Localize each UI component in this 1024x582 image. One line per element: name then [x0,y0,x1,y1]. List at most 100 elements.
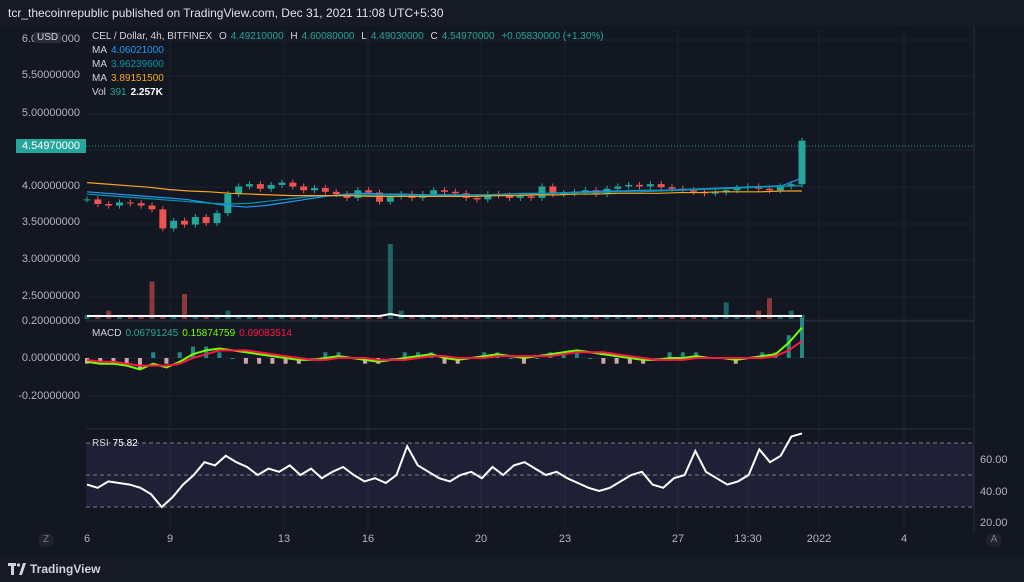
candle-body [126,202,134,204]
candle-body [137,203,145,206]
candle-body [376,192,383,202]
volume-bar [788,310,794,319]
macd-line [86,326,803,371]
zoom-button[interactable]: Z [38,533,54,547]
macd-histogram-bar [257,358,262,364]
candle-body [766,188,773,191]
macd-label: MACD [92,328,122,339]
publish-header: tcr_thecoinrepublic published on Trading… [0,0,1024,26]
auto-scale-button[interactable]: A [986,533,1002,547]
candle-body [386,196,394,202]
candle-body [527,196,535,198]
macd-histogram-bar [574,352,579,358]
price-tick-0-2: 0.20000000 [21,315,80,327]
vol-label: Vol [92,87,106,98]
candle-body [776,186,784,191]
footer-bar: TradingView [0,557,1024,582]
candle-body [311,187,318,191]
candle-body [191,216,199,225]
macd-histogram-bar [177,352,182,358]
vol-value-2: 2.257K [130,87,163,98]
volume-ma-line [87,312,802,317]
rsi-value: 75.82 [112,438,138,449]
ma1-label: MA [92,45,107,56]
macd-histogram-bar [786,335,791,358]
ma3-legend: MA 3.89151500 [92,72,168,86]
candle-body [581,190,589,192]
candle-body [636,184,643,187]
candle-body [430,190,438,195]
macd-histogram-bar [521,358,526,364]
price-tick-3: 3.00000000 [21,253,80,265]
x-tick-2022: 2022 [806,533,832,545]
ma2-label: MA [92,59,107,70]
candle-body [300,186,308,191]
candle-body [657,184,665,188]
currency-badge[interactable]: USD [34,32,62,43]
volume-bar [225,310,231,319]
x-tick-6: 6 [83,533,91,545]
x-tick-23: 23 [558,533,572,545]
candle-body [441,190,448,192]
candle-body [798,140,806,185]
candle-body [560,193,568,195]
price-tick-4: 4.00000000 [21,180,80,192]
macd-histogram-bar [283,358,288,364]
macd-histogram-bar [190,346,195,358]
x-tick-16: 16 [361,533,375,545]
candle-body [83,199,91,201]
macd-tick-neg-0-2: -0.20000000 [18,390,80,402]
close-label: C [430,31,438,42]
candle-body [614,186,622,189]
candle-body [473,197,481,200]
last-price-tag: 4.54970000 [16,139,86,153]
ma3-value: 3.89151500 [111,73,164,84]
price-tick-2-5: 2.50000000 [21,290,80,302]
candle-body [787,184,795,187]
high-value: 4.60080000 [301,31,355,42]
macd-histogram-bar [124,358,129,364]
footer-brand: TradingView [30,562,101,576]
price-tick-5: 5.00000000 [21,107,80,119]
macd-histogram-bar [310,358,315,359]
macd-legend: MACD 0.06791245 0.15874759 0.09083514 [92,327,296,341]
ma-line-3 [86,182,802,197]
price-tick-5-5: 5.50000000 [21,69,80,81]
candle-body [549,186,557,195]
candle-body [690,190,698,192]
candle-body [278,182,286,185]
macd-histogram-bar [588,358,593,359]
candle-body [668,187,676,189]
macd-value-2: 0.15874759 [182,328,236,339]
ma2-legend: MA 3.96239600 [92,58,168,72]
open-value: 4.49210000 [230,31,284,42]
candle-body [365,190,373,193]
candle-body [711,192,719,194]
macd-histogram-bar [204,346,209,358]
change-value: +0.05830000 (+1.30%) [501,31,604,42]
macd-value-1: 0.06791245 [125,328,179,339]
macd-histogram-bar [323,352,328,358]
candle-body [516,196,524,198]
rsi-legend: RSI 75.82 [92,437,142,451]
macd-histogram-bar [389,358,394,359]
candle-body [451,191,459,194]
candle-body [213,213,221,224]
x-tick-27: 27 [671,533,685,545]
macd-histogram-bar [627,358,632,364]
candle-body [733,187,741,191]
low-value: 4.49030000 [370,31,424,42]
candle-body [181,220,188,225]
ma3-label: MA [92,73,107,84]
candle-body [625,184,633,187]
candle-body [484,194,492,200]
rsi-label: RSI [92,438,109,449]
macd-histogram-bar [217,352,222,358]
signal-line [86,340,803,367]
rsi-tick-20: 20.00 [980,517,1008,529]
macd-histogram-bar [654,358,659,359]
x-tick-9: 9 [166,533,174,545]
macd-histogram-bar [137,358,142,370]
high-label: H [290,31,298,42]
